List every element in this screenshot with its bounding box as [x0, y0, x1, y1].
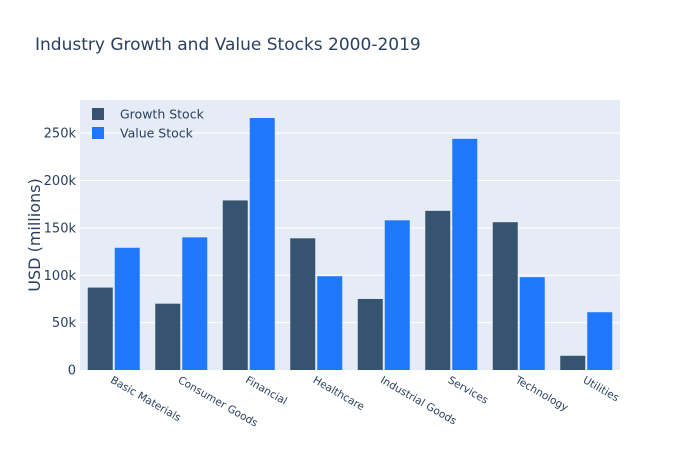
legend-item[interactable]: Value Stock: [92, 126, 194, 141]
bar-growth-stock[interactable]: [222, 200, 248, 370]
bar-value-stock[interactable]: [519, 277, 545, 370]
y-tick-label: 200k: [44, 174, 77, 189]
x-tick-label: Healthcare: [311, 374, 367, 413]
legend-item[interactable]: Growth Stock: [92, 107, 205, 122]
bar-value-stock[interactable]: [384, 220, 410, 370]
chart-title: Industry Growth and Value Stocks 2000-20…: [35, 35, 421, 55]
bar-value-stock[interactable]: [182, 237, 208, 370]
x-tick-label: Basic Materials: [108, 374, 183, 424]
bar-growth-stock[interactable]: [357, 298, 383, 370]
bar-growth-stock[interactable]: [425, 210, 451, 370]
y-tick-label: 150k: [44, 221, 77, 236]
x-tick-label: Services: [446, 374, 490, 407]
bar-growth-stock[interactable]: [492, 222, 518, 370]
y-tick-label: 100k: [44, 269, 77, 284]
bar-growth-stock[interactable]: [560, 355, 586, 370]
x-tick-label: Utilities: [581, 374, 621, 404]
legend[interactable]: Growth Stock Value Stock: [92, 107, 205, 141]
y-tick-label: 250k: [44, 127, 77, 142]
y-tick-label: 0: [68, 364, 76, 379]
bar-growth-stock[interactable]: [87, 287, 113, 370]
y-axis-label: USD (millions): [25, 178, 44, 291]
y-tick-label: 50k: [52, 316, 77, 331]
bar-value-stock[interactable]: [114, 247, 140, 370]
bar-value-stock[interactable]: [587, 312, 613, 370]
legend-swatch: [92, 127, 104, 139]
bar-value-stock[interactable]: [452, 138, 478, 370]
legend-label: Value Stock: [120, 126, 194, 141]
bars: [87, 118, 613, 370]
legend-swatch: [92, 108, 104, 120]
bar-value-stock[interactable]: [249, 118, 275, 370]
x-tick-label: Financial: [243, 374, 289, 407]
legend-label: Growth Stock: [120, 107, 205, 122]
bar-growth-stock[interactable]: [290, 238, 316, 370]
x-tick-label: Technology: [512, 374, 570, 414]
bar-growth-stock[interactable]: [155, 303, 181, 370]
bar-value-stock[interactable]: [317, 276, 343, 370]
y-axis-ticks: 0 50k 100k 150k 200k 250k: [44, 127, 77, 379]
